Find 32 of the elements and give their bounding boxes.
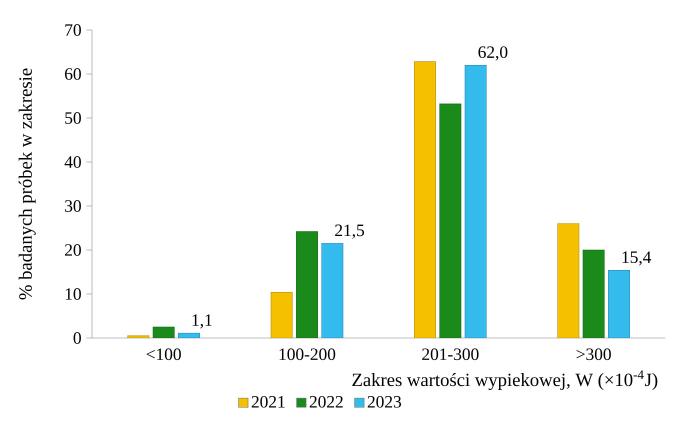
y-tick-label: 0 xyxy=(74,332,81,344)
x-tick-label: >300 xyxy=(576,348,611,360)
x-tick-label: 100-200 xyxy=(280,348,336,360)
y-tick-label: 50 xyxy=(65,112,81,124)
y-tick-label: 40 xyxy=(64,156,81,168)
data-label: 15,4 xyxy=(622,251,652,266)
x-tick-label: 201-300 xyxy=(422,348,479,360)
bar xyxy=(582,250,605,338)
y-tick-label: 10 xyxy=(66,288,81,300)
legend-label: 2021 xyxy=(252,396,285,408)
x-tick-label: <100 xyxy=(146,348,181,360)
y-tick-label: 60 xyxy=(65,68,81,80)
bar xyxy=(178,332,200,338)
data-label: 62,0 xyxy=(478,46,508,61)
y-axis-title: % badanych próbek w zakresie xyxy=(18,68,36,300)
y-tick-label: 70 xyxy=(65,24,81,36)
bar xyxy=(464,64,487,338)
bar xyxy=(608,270,630,338)
legend-label: 2023 xyxy=(368,396,402,408)
data-label: 21,5 xyxy=(335,224,364,239)
bar xyxy=(439,104,462,338)
data-label: 1,1 xyxy=(192,314,212,328)
bar xyxy=(270,292,293,338)
bar xyxy=(557,223,580,338)
bar xyxy=(152,326,175,338)
bar xyxy=(414,61,436,338)
bar xyxy=(321,243,344,338)
x-axis-title: Zakres wartości wypiekowej, W (×10$^{-4}$J) xyxy=(352,370,658,390)
y-tick-label: 20 xyxy=(65,244,81,256)
bar xyxy=(296,231,318,338)
y-tick-label: 30 xyxy=(65,200,81,212)
legend-label: 2022 xyxy=(310,396,343,408)
